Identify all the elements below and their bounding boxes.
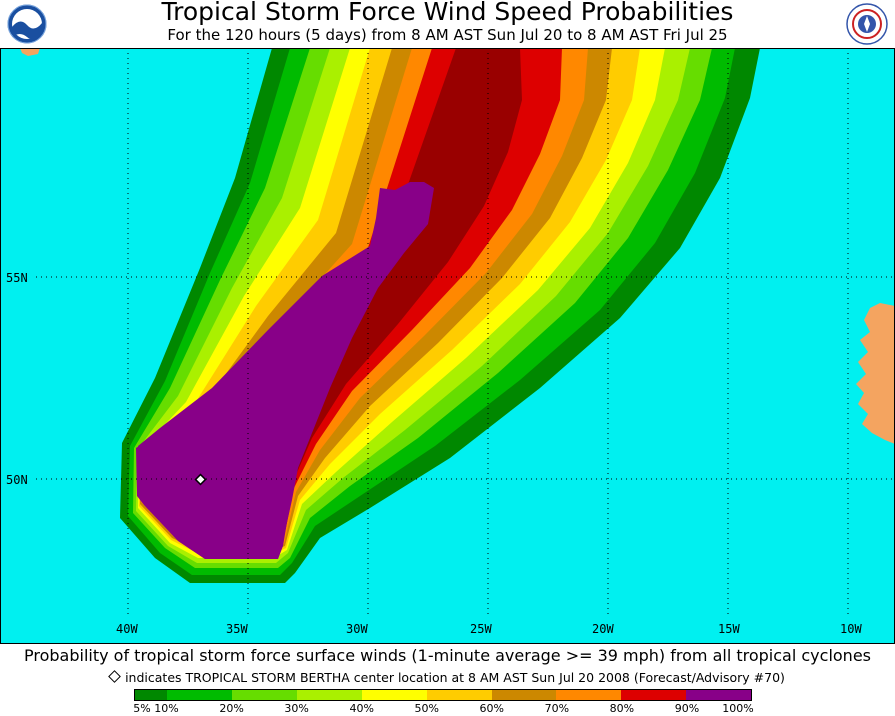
- diamond-icon: [108, 670, 121, 683]
- lon-label-40w: 40W: [116, 622, 138, 636]
- storm-center-marker: [194, 473, 207, 486]
- colorbar-label: 10%: [154, 702, 179, 715]
- probability-colorbar: [134, 689, 752, 701]
- lat-label-55n: 55N: [6, 271, 28, 285]
- colorbar-segment: [621, 690, 687, 700]
- colorbar-segment: [167, 690, 233, 700]
- contour-100pct-core: [136, 184, 432, 559]
- colorbar-label: 40%: [349, 702, 374, 715]
- nws-logo-icon: [846, 3, 888, 45]
- noaa-logo-icon: [6, 3, 48, 45]
- colorbar-segment: [361, 690, 427, 700]
- colorbar-label: 5%: [133, 702, 151, 715]
- graticule: [36, 48, 895, 614]
- lon-label-20w: 20W: [592, 622, 614, 636]
- header: Tropical Storm Force Wind Speed Probabil…: [0, 0, 895, 48]
- lon-label-15w: 15W: [718, 622, 740, 636]
- colorbar-label: 60%: [479, 702, 505, 715]
- page-title: Tropical Storm Force Wind Speed Probabil…: [161, 0, 734, 26]
- lat-label-50n: 50N: [6, 473, 28, 487]
- colorbar-label: 80%: [609, 702, 635, 715]
- lon-label-10w: 10W: [840, 622, 862, 636]
- page-subtitle: For the 120 hours (5 days) from 8 AM AST…: [167, 26, 728, 44]
- colorbar-segment: [491, 690, 557, 700]
- colorbar-segment: [135, 690, 168, 700]
- colorbar-label: 30%: [284, 702, 309, 715]
- colorbar-segment: [686, 690, 752, 700]
- colorbar-label: 100%: [722, 702, 754, 715]
- lon-label-25w: 25W: [470, 622, 492, 636]
- colorbar-label: 20%: [219, 702, 244, 715]
- colorbar-segment: [297, 690, 362, 700]
- colorbar-label: 70%: [544, 702, 570, 715]
- colorbar-segment: [556, 690, 622, 700]
- storm-note: indicates TROPICAL STORM BERTHA center l…: [0, 669, 895, 687]
- colorbar-segment: [426, 690, 492, 700]
- storm-note-text: indicates TROPICAL STORM BERTHA center l…: [125, 670, 785, 685]
- colorbar-labels: 5% 10% 20% 30% 40% 50% 60% 70% 80% 90% 100%: [0, 702, 895, 716]
- probability-map: 55N 50N 40W 35W 30W 25W 20W 15W 10W: [0, 48, 895, 644]
- lon-label-35w: 35W: [226, 622, 248, 636]
- lon-label-30w: 30W: [346, 622, 368, 636]
- colorbar-label: 90%: [674, 702, 700, 715]
- land-ireland: [856, 303, 895, 444]
- land-small-iceland: [20, 48, 40, 56]
- colorbar-segment: [232, 690, 298, 700]
- map-caption: Probability of tropical storm force surf…: [24, 646, 871, 665]
- colorbar-label: 50%: [414, 702, 439, 715]
